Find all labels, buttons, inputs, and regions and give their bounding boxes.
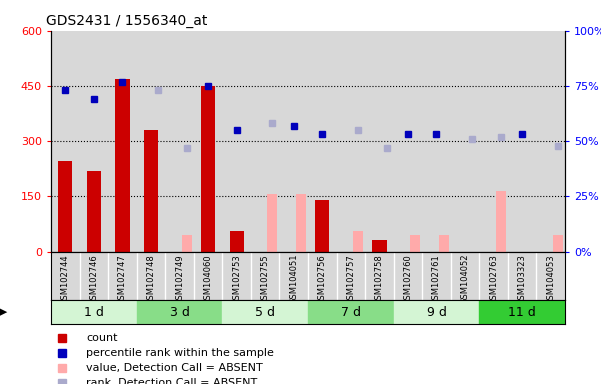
Bar [222, 31, 251, 252]
Text: GSM102760: GSM102760 [403, 254, 412, 305]
Bar [108, 31, 136, 252]
Bar [230, 231, 244, 252]
Text: GDS2431 / 1556340_at: GDS2431 / 1556340_at [46, 14, 207, 28]
Text: GSM102744: GSM102744 [61, 254, 70, 305]
Text: count: count [87, 333, 118, 343]
Text: value, Detection Call = ABSENT: value, Detection Call = ABSENT [87, 363, 263, 373]
Text: GSM104060: GSM104060 [204, 254, 213, 305]
Text: GSM102757: GSM102757 [346, 254, 355, 305]
Bar [365, 31, 394, 252]
Text: GSM102755: GSM102755 [261, 254, 270, 305]
Bar [353, 231, 363, 252]
Text: GSM104053: GSM104053 [546, 254, 555, 305]
Bar [536, 31, 565, 252]
Bar [144, 130, 158, 252]
Bar [308, 31, 337, 252]
Bar [308, 300, 394, 324]
Text: GSM102756: GSM102756 [318, 254, 327, 305]
Bar [508, 31, 536, 252]
Text: 1 d: 1 d [84, 306, 104, 318]
Text: GSM104052: GSM104052 [460, 254, 469, 305]
Bar [496, 191, 505, 252]
Text: GSM102749: GSM102749 [175, 254, 184, 305]
Bar [87, 170, 101, 252]
Bar [115, 79, 130, 252]
Text: GSM102746: GSM102746 [90, 254, 99, 305]
Bar [279, 31, 308, 252]
Text: GSM102761: GSM102761 [432, 254, 441, 305]
Bar [182, 235, 192, 252]
Bar [194, 31, 222, 252]
Bar [410, 235, 420, 252]
Text: GSM102758: GSM102758 [375, 254, 384, 305]
Text: 9 d: 9 d [427, 306, 447, 318]
Text: time ▶: time ▶ [0, 307, 7, 317]
Text: 11 d: 11 d [508, 306, 536, 318]
Bar [394, 31, 422, 252]
Bar [479, 31, 508, 252]
Bar [79, 31, 108, 252]
Text: rank, Detection Call = ABSENT: rank, Detection Call = ABSENT [87, 379, 257, 384]
Bar [201, 86, 215, 252]
Text: GSM102763: GSM102763 [489, 254, 498, 305]
Bar [136, 31, 165, 252]
Text: percentile rank within the sample: percentile rank within the sample [87, 348, 274, 358]
Bar [51, 31, 79, 252]
Bar [479, 300, 565, 324]
Bar [251, 31, 279, 252]
Bar [58, 161, 73, 252]
Bar [439, 235, 448, 252]
Bar [267, 194, 277, 252]
Bar [422, 31, 451, 252]
Bar [296, 194, 306, 252]
Text: GSM102753: GSM102753 [232, 254, 241, 305]
Bar [222, 300, 308, 324]
Bar [51, 300, 136, 324]
Bar [394, 300, 479, 324]
Bar [553, 235, 563, 252]
Text: GSM103323: GSM103323 [517, 254, 526, 305]
Text: GSM104051: GSM104051 [289, 254, 298, 305]
Text: GSM102748: GSM102748 [147, 254, 156, 305]
Bar [165, 31, 194, 252]
Bar [372, 240, 386, 252]
Bar [136, 300, 222, 324]
Bar [451, 31, 479, 252]
Text: 3 d: 3 d [169, 306, 189, 318]
Bar [315, 200, 329, 252]
Bar [337, 31, 365, 252]
Text: 7 d: 7 d [341, 306, 361, 318]
Text: 5 d: 5 d [255, 306, 275, 318]
Text: GSM102747: GSM102747 [118, 254, 127, 305]
